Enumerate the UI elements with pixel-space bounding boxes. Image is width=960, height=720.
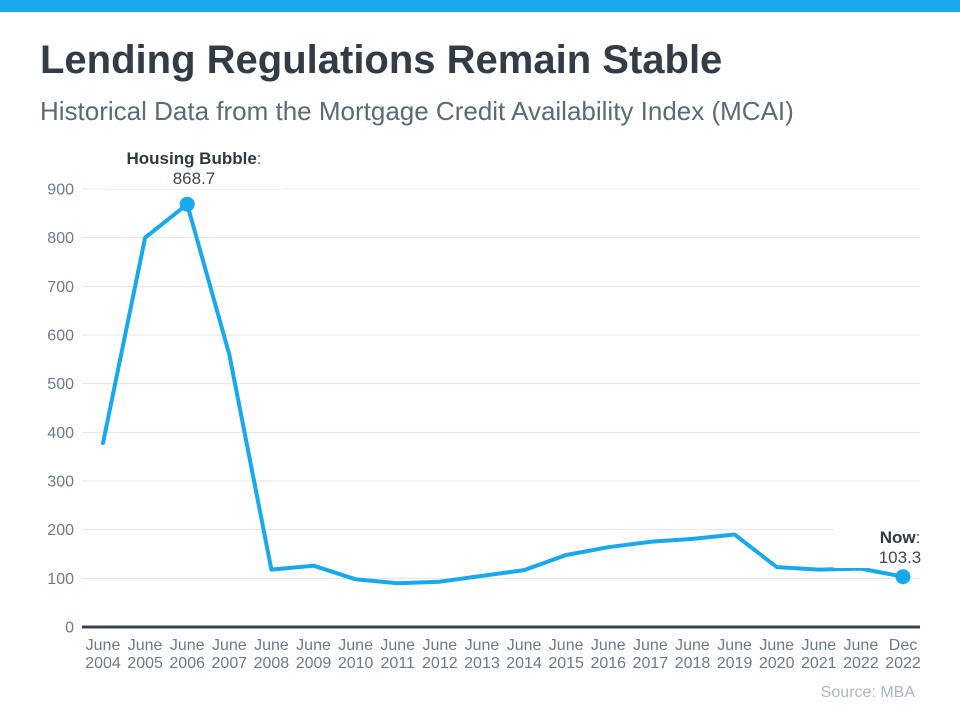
- y-tick-label: 600: [47, 328, 74, 345]
- x-tick-label-year: 2004: [85, 655, 121, 672]
- x-tick-label-month: June: [380, 637, 415, 654]
- x-tick-label-month: June: [549, 637, 584, 654]
- y-tick-label: 200: [47, 522, 74, 539]
- x-tick-label-month: June: [759, 637, 794, 654]
- x-tick-label-year: 2012: [422, 655, 458, 672]
- y-tick-label: 800: [47, 230, 74, 247]
- annotation-housing-bubble-label: Housing Bubble:: [126, 149, 262, 168]
- data-point-marker: [895, 569, 911, 585]
- annotation-now: Now: 103.3: [834, 528, 960, 568]
- x-tick-label-month: June: [86, 637, 121, 654]
- x-tick-label-year: 2007: [212, 655, 248, 672]
- page-title: Lending Regulations Remain Stable: [40, 38, 723, 82]
- source-credit: Source: MBA: [820, 684, 915, 701]
- x-tick-label-month: June: [801, 637, 836, 654]
- x-tick-label-year: 2022: [843, 655, 879, 672]
- x-tick-label-year: 2016: [590, 655, 626, 672]
- x-tick-label-month: June: [591, 637, 626, 654]
- x-tick-label-month: June: [844, 637, 879, 654]
- y-tick-label: 700: [47, 279, 74, 296]
- annotation-now-value: 103.3: [878, 548, 922, 567]
- annotation-housing-bubble-value: 868.7: [172, 169, 216, 188]
- x-tick-label-year: 2015: [548, 655, 584, 672]
- x-tick-label-month: June: [717, 637, 752, 654]
- x-tick-label-month: June: [422, 637, 457, 654]
- x-tick-label-month: June: [296, 637, 331, 654]
- x-tick-label-month: June: [212, 637, 247, 654]
- x-tick-label-year: 2022: [885, 655, 921, 672]
- x-tick-label-month: Dec: [889, 637, 917, 654]
- x-tick-label-month: June: [170, 637, 205, 654]
- page-subtitle: Historical Data from the Mortgage Credit…: [40, 96, 794, 126]
- y-tick-label: 400: [47, 425, 74, 442]
- data-point-marker: [179, 196, 195, 212]
- y-tick-label: 500: [47, 376, 74, 393]
- x-tick-label-month: June: [128, 637, 163, 654]
- x-tick-label-year: 2019: [717, 655, 753, 672]
- x-tick-label-year: 2006: [169, 655, 205, 672]
- x-tick-label-year: 2020: [759, 655, 795, 672]
- y-tick-label: 900: [47, 182, 74, 199]
- x-tick-label-year: 2021: [801, 655, 837, 672]
- x-tick-label-year: 2010: [338, 655, 374, 672]
- x-tick-label-month: June: [254, 637, 289, 654]
- x-tick-label-year: 2009: [296, 655, 332, 672]
- x-tick-label-year: 2017: [633, 655, 669, 672]
- x-tick-label-year: 2013: [464, 655, 500, 672]
- x-tick-label-month: June: [507, 637, 542, 654]
- annotation-housing-bubble: Housing Bubble: 868.7: [106, 149, 282, 189]
- x-tick-label-month: June: [633, 637, 668, 654]
- x-tick-label-month: June: [675, 637, 710, 654]
- accent-bar: [0, 0, 960, 12]
- x-tick-label-year: 2018: [675, 655, 711, 672]
- annotation-now-label: Now:: [879, 528, 921, 547]
- x-tick-label-year: 2005: [127, 655, 163, 672]
- y-tick-label: 0: [65, 620, 74, 637]
- x-tick-label-year: 2011: [381, 655, 416, 672]
- x-tick-label-month: June: [465, 637, 500, 654]
- mcai-series-line: [101, 202, 905, 586]
- y-tick-label: 100: [47, 571, 74, 588]
- x-tick-label-year: 2008: [254, 655, 290, 672]
- x-tick-label-month: June: [338, 637, 373, 654]
- y-tick-label: 300: [47, 474, 74, 491]
- x-tick-label-year: 2014: [506, 655, 542, 672]
